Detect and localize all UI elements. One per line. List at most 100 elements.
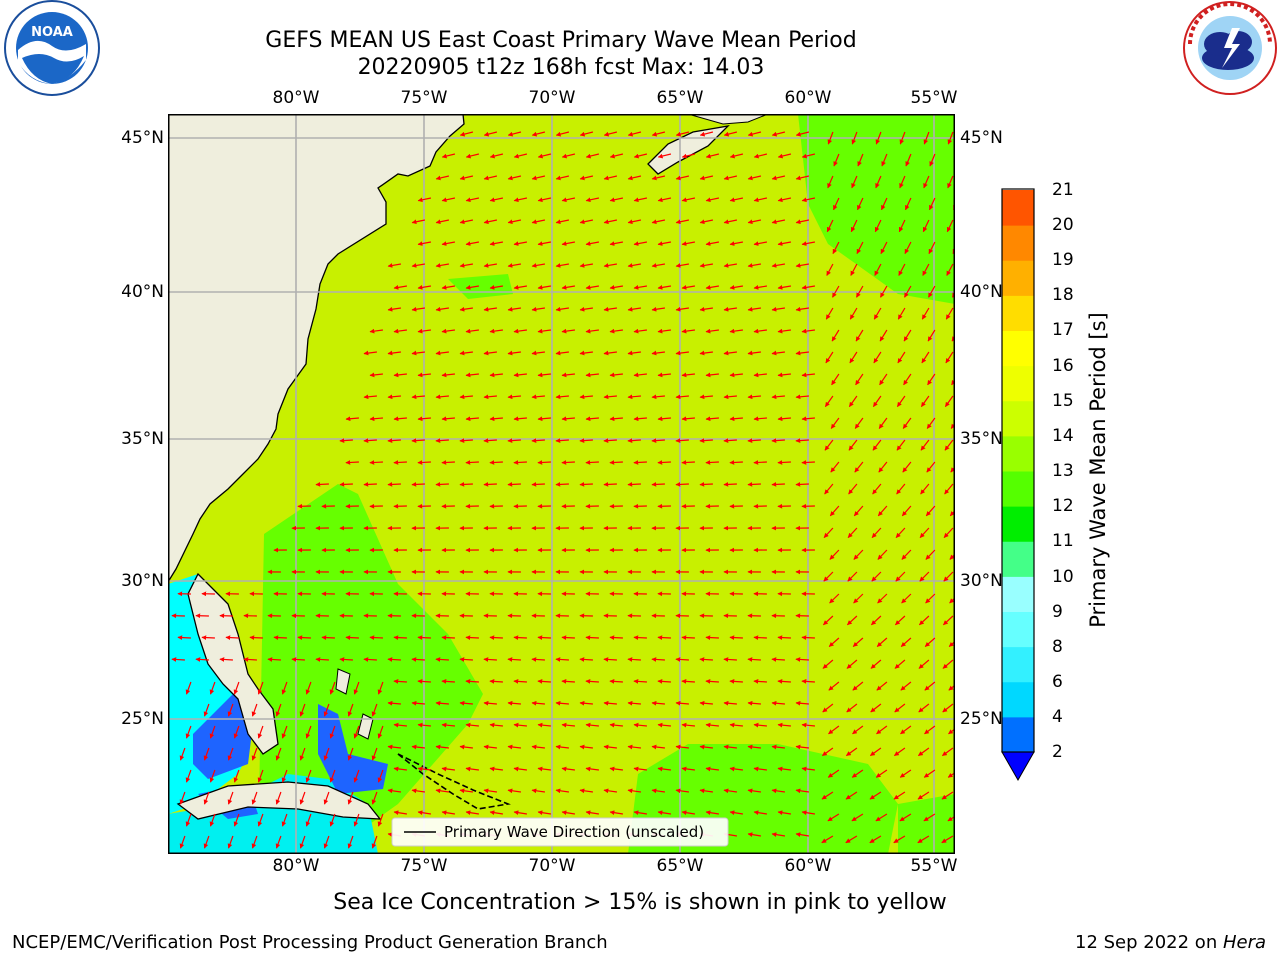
wave-arrow xyxy=(561,722,575,728)
wave-arrow xyxy=(681,766,695,772)
wave-arrow xyxy=(537,810,552,816)
wave-arrow xyxy=(855,285,864,298)
wave-arrow xyxy=(879,285,888,298)
wave-arrow xyxy=(681,460,695,465)
wave-arrow xyxy=(579,657,593,662)
wave-arrow xyxy=(675,175,690,181)
wave-arrow xyxy=(657,722,671,728)
wave-arrow xyxy=(369,328,383,334)
wave-arrow xyxy=(579,350,593,356)
wave-arrow xyxy=(880,197,888,211)
wave-arrow xyxy=(827,769,840,778)
wave-arrow xyxy=(657,285,672,290)
lat-label-left: 45°N xyxy=(121,128,164,148)
wave-arrow xyxy=(387,700,401,706)
wave-arrow xyxy=(771,306,785,312)
wave-arrow xyxy=(927,285,936,298)
wave-arrow xyxy=(603,744,617,750)
wave-arrow xyxy=(393,372,407,378)
wave-arrow xyxy=(900,637,912,648)
wave-arrow xyxy=(363,657,377,662)
wave-arrow xyxy=(555,175,570,181)
wave-arrow xyxy=(603,131,618,137)
wave-arrow xyxy=(537,153,552,159)
wave-arrow xyxy=(579,482,593,487)
wave-arrow xyxy=(729,241,744,246)
wave-arrow xyxy=(531,175,546,181)
lat-label-right: 45°N xyxy=(960,128,1003,148)
wave-arrow xyxy=(898,219,906,233)
wave-arrow xyxy=(483,394,497,400)
wave-arrow xyxy=(879,373,888,386)
wave-arrow xyxy=(705,416,719,422)
wave-arrow xyxy=(633,285,648,290)
wave-arrow xyxy=(848,483,858,495)
wave-arrow xyxy=(459,657,473,662)
wave-arrow xyxy=(723,482,737,487)
wave-arrow xyxy=(531,306,545,312)
wave-arrow xyxy=(829,505,840,517)
wave-arrow xyxy=(585,372,599,378)
wave-arrow xyxy=(275,747,282,761)
wave-arrow xyxy=(896,439,906,451)
wave-arrow xyxy=(585,153,600,159)
wave-arrow xyxy=(233,681,240,695)
wave-arrow xyxy=(537,241,552,246)
wave-arrow xyxy=(585,635,599,640)
wave-arrow xyxy=(875,131,882,145)
wave-arrow xyxy=(729,460,743,465)
wave-arrow xyxy=(869,791,882,800)
wave-arrow xyxy=(651,744,665,750)
wave-arrow xyxy=(585,285,600,290)
wave-arrow xyxy=(315,657,329,662)
wave-arrow xyxy=(627,744,641,750)
footer-date: 12 Sep 2022 on Hera xyxy=(1075,932,1266,953)
wave-arrow xyxy=(459,482,473,487)
wave-arrow xyxy=(675,700,689,706)
lat-label-right: 25°N xyxy=(960,709,1003,729)
wave-arrow xyxy=(465,460,479,465)
wave-arrow xyxy=(943,571,954,582)
wave-arrow xyxy=(675,394,689,400)
wave-arrow xyxy=(441,416,455,422)
wave-arrow xyxy=(299,835,306,849)
wave-arrow xyxy=(489,679,503,684)
wave-arrow xyxy=(393,285,408,290)
wave-arrow xyxy=(411,657,425,662)
wave-arrow xyxy=(489,722,503,728)
wave-arrow xyxy=(876,681,888,691)
colorbar-segment xyxy=(1002,471,1034,507)
wave-arrow xyxy=(179,791,186,805)
wave-arrow xyxy=(898,263,906,276)
wave-arrow xyxy=(675,306,689,312)
wave-arrow xyxy=(753,679,767,684)
wave-arrow xyxy=(795,306,809,312)
wave-arrow xyxy=(627,131,642,137)
wave-arrow xyxy=(483,438,497,443)
wave-arrow xyxy=(651,131,666,137)
wave-arrow xyxy=(753,241,768,246)
wave-arrow xyxy=(489,416,503,422)
wave-arrow xyxy=(846,703,858,713)
wave-arrow xyxy=(627,438,641,443)
wave-arrow xyxy=(877,549,888,560)
wave-arrow xyxy=(299,791,306,805)
wave-arrow xyxy=(627,657,641,662)
map-frame xyxy=(168,114,955,854)
wave-arrow xyxy=(603,482,617,487)
land-north-america xyxy=(168,114,465,584)
wave-arrow xyxy=(561,372,575,378)
wave-arrow xyxy=(875,813,888,822)
wave-arrow xyxy=(896,395,906,407)
wave-arrow xyxy=(513,679,527,684)
wave-arrow xyxy=(465,153,480,159)
wave-arrow xyxy=(417,241,432,246)
wave-arrow xyxy=(345,460,359,465)
colorbar-segment xyxy=(1002,365,1034,402)
wave-arrow xyxy=(824,439,834,451)
wave-arrow xyxy=(923,769,936,778)
wave-arrow xyxy=(657,679,671,684)
wave-arrow xyxy=(257,813,264,827)
wave-arrow xyxy=(435,482,449,487)
wave-arrow xyxy=(305,681,312,695)
